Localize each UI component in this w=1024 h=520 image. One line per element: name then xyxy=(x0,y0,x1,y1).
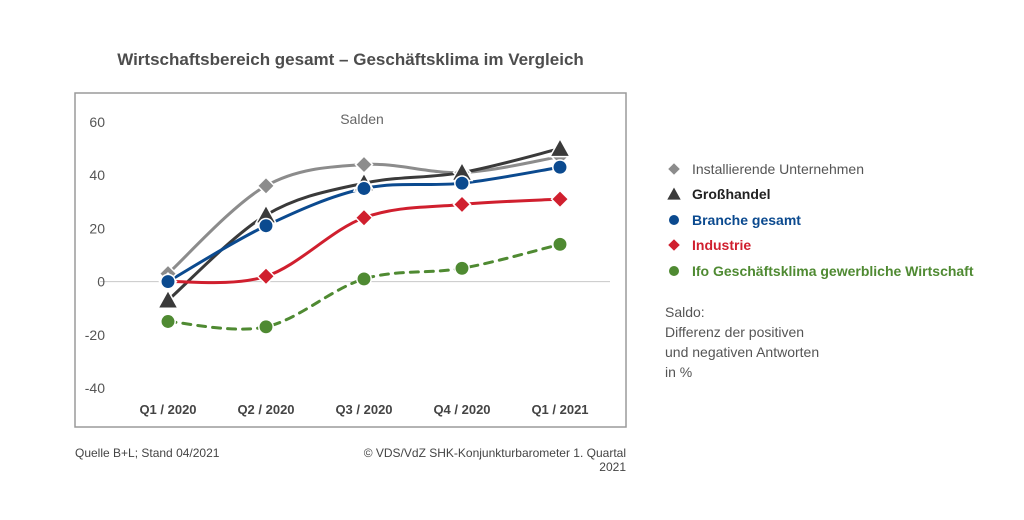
data-point xyxy=(356,270,372,287)
legend-marker-icon xyxy=(666,237,682,254)
y-tick-label: 0 xyxy=(97,274,105,290)
legend-item: Großhandel xyxy=(664,182,974,208)
copyright-note: © VDS/VdZ SHK-Konjunkturbarometer 1. Qua… xyxy=(363,446,626,474)
legend-item: Industrie xyxy=(664,233,974,259)
data-point xyxy=(552,236,568,253)
legend-item: Installierende Unternehmen xyxy=(664,156,974,182)
chart-subtitle: Salden xyxy=(340,111,384,127)
data-point xyxy=(156,288,180,309)
x-tick-label: Q1 / 2020 xyxy=(139,402,196,417)
legend: Installierende Unternehmen Großhandel Bran… xyxy=(664,156,974,284)
series-line xyxy=(166,242,562,331)
data-point xyxy=(354,154,374,175)
note-line-2: Differenz der positiven xyxy=(665,324,805,340)
y-tick-label: -40 xyxy=(85,380,105,396)
data-point xyxy=(160,273,176,290)
data-point xyxy=(452,194,472,215)
legend-item: Ifo Geschäftsklima gewerbliche Wirtschaf… xyxy=(664,258,974,284)
y-tick-label: 60 xyxy=(89,114,105,130)
legend-label: Branche gesamt xyxy=(692,211,801,228)
y-tick-label: 20 xyxy=(89,220,105,236)
chart-title: Wirtschaftsbereich gesamt – Geschäftskli… xyxy=(117,50,584,69)
data-point xyxy=(160,313,176,330)
legend-label: Ifo Geschäftsklima gewerbliche Wirtschaf… xyxy=(692,262,974,279)
legend-marker-icon xyxy=(667,264,681,278)
legend-marker-icon xyxy=(667,213,681,227)
data-point xyxy=(454,260,470,277)
data-point xyxy=(550,189,570,209)
y-tick-label: -20 xyxy=(85,327,105,343)
x-tick-label: Q3 / 2020 xyxy=(335,402,392,417)
y-axis-ticks: 60 40 20 0 -20 -40 xyxy=(85,114,105,396)
note-line-3: und negativen Antworten xyxy=(665,344,820,360)
x-tick-label: Q1 / 2021 xyxy=(531,402,588,417)
legend-marker-icon xyxy=(666,160,682,177)
legend-label: Großhandel xyxy=(692,186,771,203)
data-point xyxy=(552,159,568,176)
x-axis-ticks: Q1 / 2020 Q2 / 2020 Q3 / 2020 Q4 / 2020 Q1 /… xyxy=(139,402,588,417)
data-point xyxy=(548,137,572,158)
saldo-note: Saldo: Differenz der positiven und negat… xyxy=(665,302,819,382)
data-point xyxy=(354,208,374,228)
data-point xyxy=(258,318,274,335)
data-point xyxy=(454,175,470,192)
note-line-1: Saldo: xyxy=(665,304,705,320)
legend-item: Branche gesamt xyxy=(664,207,974,233)
source-note: Quelle B+L; Stand 04/2021 xyxy=(75,446,220,460)
plot-frame xyxy=(74,92,627,428)
note-line-4: in % xyxy=(665,364,693,380)
y-tick-label: 40 xyxy=(89,167,105,183)
x-tick-label: Q2 / 2020 xyxy=(237,402,294,417)
legend-marker-icon xyxy=(664,185,684,202)
data-point xyxy=(256,266,276,286)
data-point xyxy=(356,180,372,197)
legend-label: Installierende Unternehmen xyxy=(692,160,864,177)
data-point xyxy=(256,176,276,196)
series-markers xyxy=(156,137,572,335)
legend-label: Industrie xyxy=(692,237,752,254)
data-point xyxy=(258,217,274,234)
x-tick-label: Q4 / 2020 xyxy=(433,402,490,417)
